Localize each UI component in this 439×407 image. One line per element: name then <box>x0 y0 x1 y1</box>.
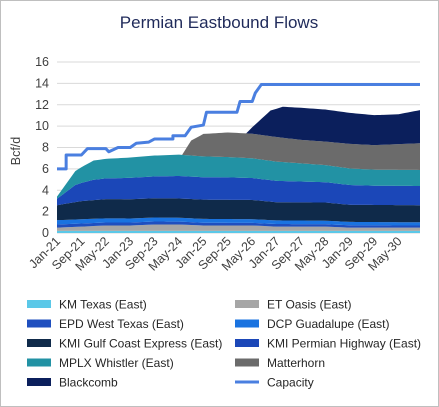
legend-swatch <box>235 300 259 308</box>
legend-swatch <box>235 358 259 367</box>
area-matterhorn <box>57 132 420 197</box>
legend-swatch <box>27 358 51 367</box>
legend-swatch <box>235 339 259 347</box>
y-tick-label: 16 <box>35 55 49 69</box>
area-epd-west-texas-east <box>57 221 420 228</box>
y-tick-label: 6 <box>42 162 49 176</box>
legend-item: KMI Gulf Coast Express (East) <box>27 337 222 351</box>
x-ticks: Jan-21Sep-21May-22Jan-23Sep-23May-24Jan-… <box>26 234 405 273</box>
legend-item: Matterhorn <box>235 356 325 370</box>
capacity-layer <box>57 82 420 171</box>
legend-label: ET Oasis (East) <box>267 298 351 312</box>
legend-item: MPLX Whistler (East) <box>27 356 174 370</box>
legend: KM Texas (East) ET Oasis (East) EPD West T… <box>27 298 421 390</box>
y-ticks: 0 2 4 6 8 10 12 14 16 <box>35 55 49 240</box>
area-et-oasis-east <box>57 224 420 231</box>
legend-swatch <box>27 300 51 308</box>
stacked-areas <box>57 106 420 233</box>
y-tick-label: 0 <box>42 226 49 240</box>
area-blackcomb <box>57 106 420 197</box>
legend-label: MPLX Whistler (East) <box>59 356 174 370</box>
legend-label: EPD West Texas (East) <box>59 317 184 331</box>
legend-swatch <box>27 378 51 386</box>
y-tick-label: 10 <box>35 119 49 133</box>
legend-swatch <box>27 319 51 328</box>
legend-item: Blackcomb <box>27 376 118 390</box>
legend-label: KMI Gulf Coast Express (East) <box>59 337 222 351</box>
legend-label: DCP Guadalupe (East) <box>267 317 390 331</box>
legend-item: KM Texas (East) <box>27 298 147 312</box>
legend-swatch <box>27 339 51 347</box>
legend-label: KMI Permian Highway (East) <box>267 337 421 351</box>
legend-item: KMI Permian Highway (East) <box>235 337 421 351</box>
capacity-line <box>57 82 420 171</box>
y-tick-label: 4 <box>42 183 49 197</box>
y-tick-label: 8 <box>42 141 49 155</box>
legend-swatch <box>235 319 259 328</box>
area-kmi-gulf-coast-express-east <box>57 198 420 223</box>
chart-title: Permian Eastbound Flows <box>120 13 318 32</box>
y-axis-label: Bcf/d <box>9 137 23 166</box>
legend-item: Capacity <box>235 376 314 390</box>
legend-label: Capacity <box>267 376 314 390</box>
y-tick-label: 2 <box>42 205 49 219</box>
legend-item: EPD West Texas (East) <box>27 317 184 331</box>
legend-label: Matterhorn <box>267 356 325 370</box>
legend-label: Blackcomb <box>59 376 118 390</box>
area-km-texas-east <box>57 230 420 233</box>
legend-label: KM Texas (East) <box>59 298 147 312</box>
legend-item: ET Oasis (East) <box>235 298 351 312</box>
area-kmi-permian-highway-east <box>57 176 420 206</box>
y-tick-label: 12 <box>35 98 49 112</box>
legend-item: DCP Guadalupe (East) <box>235 317 390 331</box>
area-dcp-guadalupe-east <box>57 217 420 226</box>
area-mplx-whistler-east <box>57 154 420 199</box>
y-tick-label: 14 <box>35 76 49 90</box>
